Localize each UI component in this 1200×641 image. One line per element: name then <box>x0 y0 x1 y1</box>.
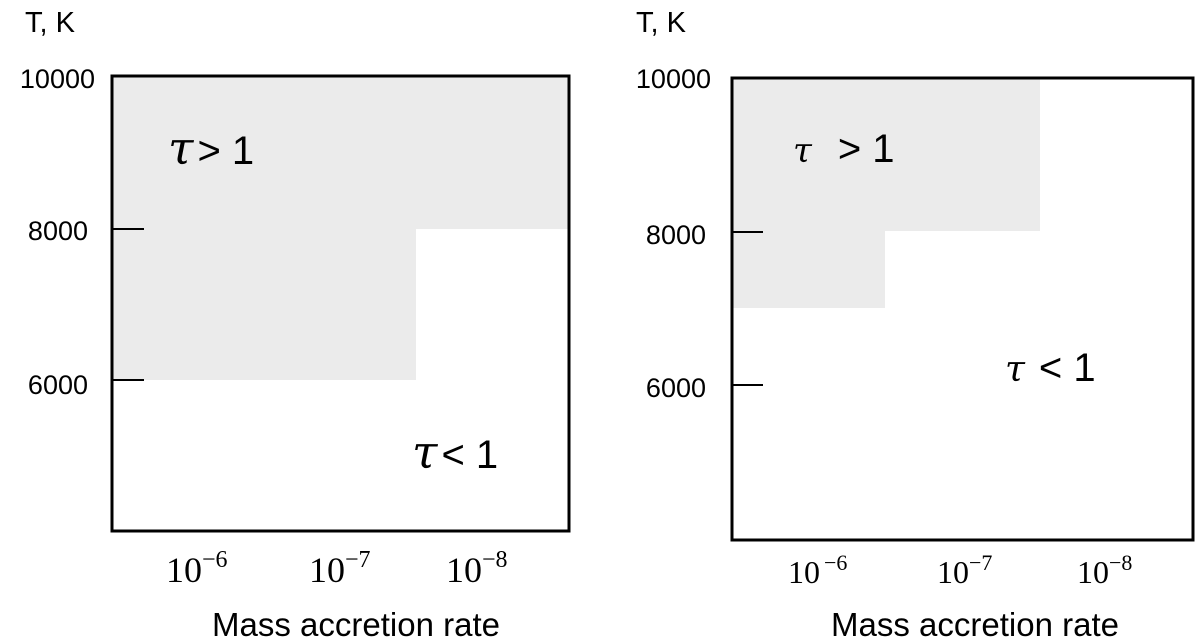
left-plot-frame <box>110 74 571 533</box>
left-ytick-label-6000: 6000 <box>28 370 88 400</box>
left-xtick-label-1e-8: 10−8 <box>446 547 508 590</box>
left-y-axis-unit: T, K <box>25 7 76 39</box>
right-tau-gt1-label: τ > 1 <box>793 127 895 171</box>
right-y-axis-unit: T, K <box>636 7 687 39</box>
right-plot-frame <box>730 76 1195 542</box>
left-tau-gt1-label: τ > 1 <box>168 121 254 175</box>
left-tau-lt1-label: τ < 1 <box>412 425 498 479</box>
right-tau-gt1-region <box>732 78 1040 308</box>
right-chart: T, K 10000 8000 6000 τ > 1 τ < 1 10 −6 10−7… <box>636 7 1195 641</box>
right-ytick-label-6000: 6000 <box>646 373 706 403</box>
left-xtick-label-1e-7: 10−7 <box>309 547 371 590</box>
left-tau-gt1-region <box>112 76 569 380</box>
left-ytick-label-10000: 10000 <box>20 64 95 94</box>
left-x-axis-title: Mass accretion rate <box>212 606 500 641</box>
left-ytick-label-8000: 8000 <box>28 216 88 246</box>
right-xtick-label-1e-7: 10−7 <box>937 550 992 590</box>
right-x-axis-title: Mass accretion rate <box>831 606 1119 641</box>
right-ytick-label-10000: 10000 <box>636 64 711 94</box>
left-xtick-label-1e-6: 10−6 <box>166 547 228 590</box>
right-ytick-label-8000: 8000 <box>646 220 706 250</box>
right-xtick-label-1e-8: 10−8 <box>1077 550 1132 590</box>
right-tau-lt1-label: τ < 1 <box>1005 346 1096 390</box>
right-xtick-label-1e-6: 10 −6 <box>788 550 847 590</box>
left-chart: T, K 10000 8000 6000 τ > 1 τ < 1 10−6 10−7… <box>20 7 571 641</box>
